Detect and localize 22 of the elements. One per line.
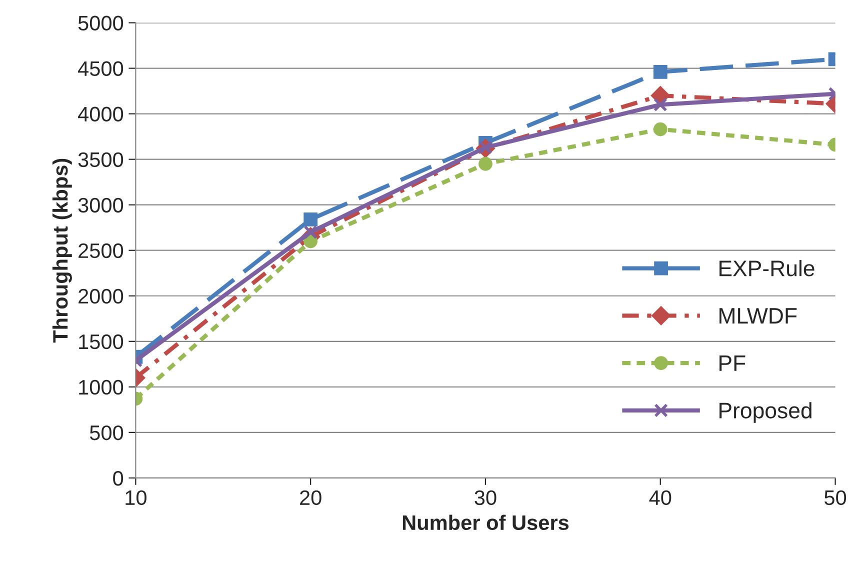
y-tick-label: 2500	[78, 243, 124, 258]
y-tick-label: 2000	[78, 288, 124, 304]
x-tick-label: 50	[824, 490, 846, 506]
y-tick-label: 5000	[78, 16, 124, 31]
legend-label: Proposed	[720, 402, 812, 423]
x-tick-label: 30	[474, 490, 496, 506]
x-tick-label: 10	[126, 490, 146, 506]
y-tick-label: 0	[113, 470, 124, 486]
y-tick-label: 1500	[79, 334, 124, 350]
legend-label: MLWDF	[720, 308, 797, 324]
legend-label: PF	[720, 356, 746, 371]
y-axis-title: Throughput (kbps)	[52, 158, 72, 343]
y-tick-label: 3000	[78, 198, 124, 213]
y-tick-label: 500	[90, 425, 124, 440]
x-tick-label: 20	[300, 490, 322, 506]
y-tick-label: 1000	[79, 380, 124, 395]
x-tick-label: 40	[649, 490, 672, 506]
legend-label: EXP-Rule	[720, 260, 814, 276]
x-axis-title: Number of Users	[402, 514, 569, 530]
y-tick-label: 4500	[78, 61, 124, 76]
y-tick-label: 4000	[78, 106, 124, 122]
y-tick-label: 3500	[78, 152, 124, 168]
